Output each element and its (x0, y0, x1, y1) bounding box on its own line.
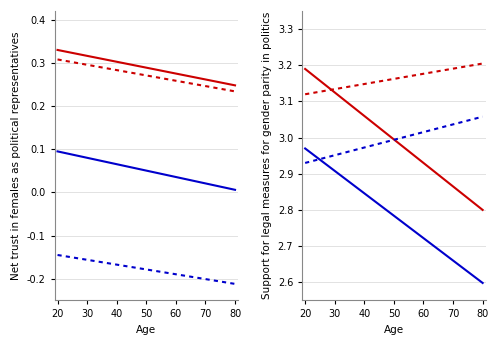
Y-axis label: Net trust in females as political representatives: Net trust in females as political repres… (11, 31, 21, 280)
Y-axis label: Support for legal measures for gender parity in politics: Support for legal measures for gender pa… (262, 12, 272, 299)
X-axis label: Age: Age (384, 325, 404, 335)
X-axis label: Age: Age (136, 325, 156, 335)
